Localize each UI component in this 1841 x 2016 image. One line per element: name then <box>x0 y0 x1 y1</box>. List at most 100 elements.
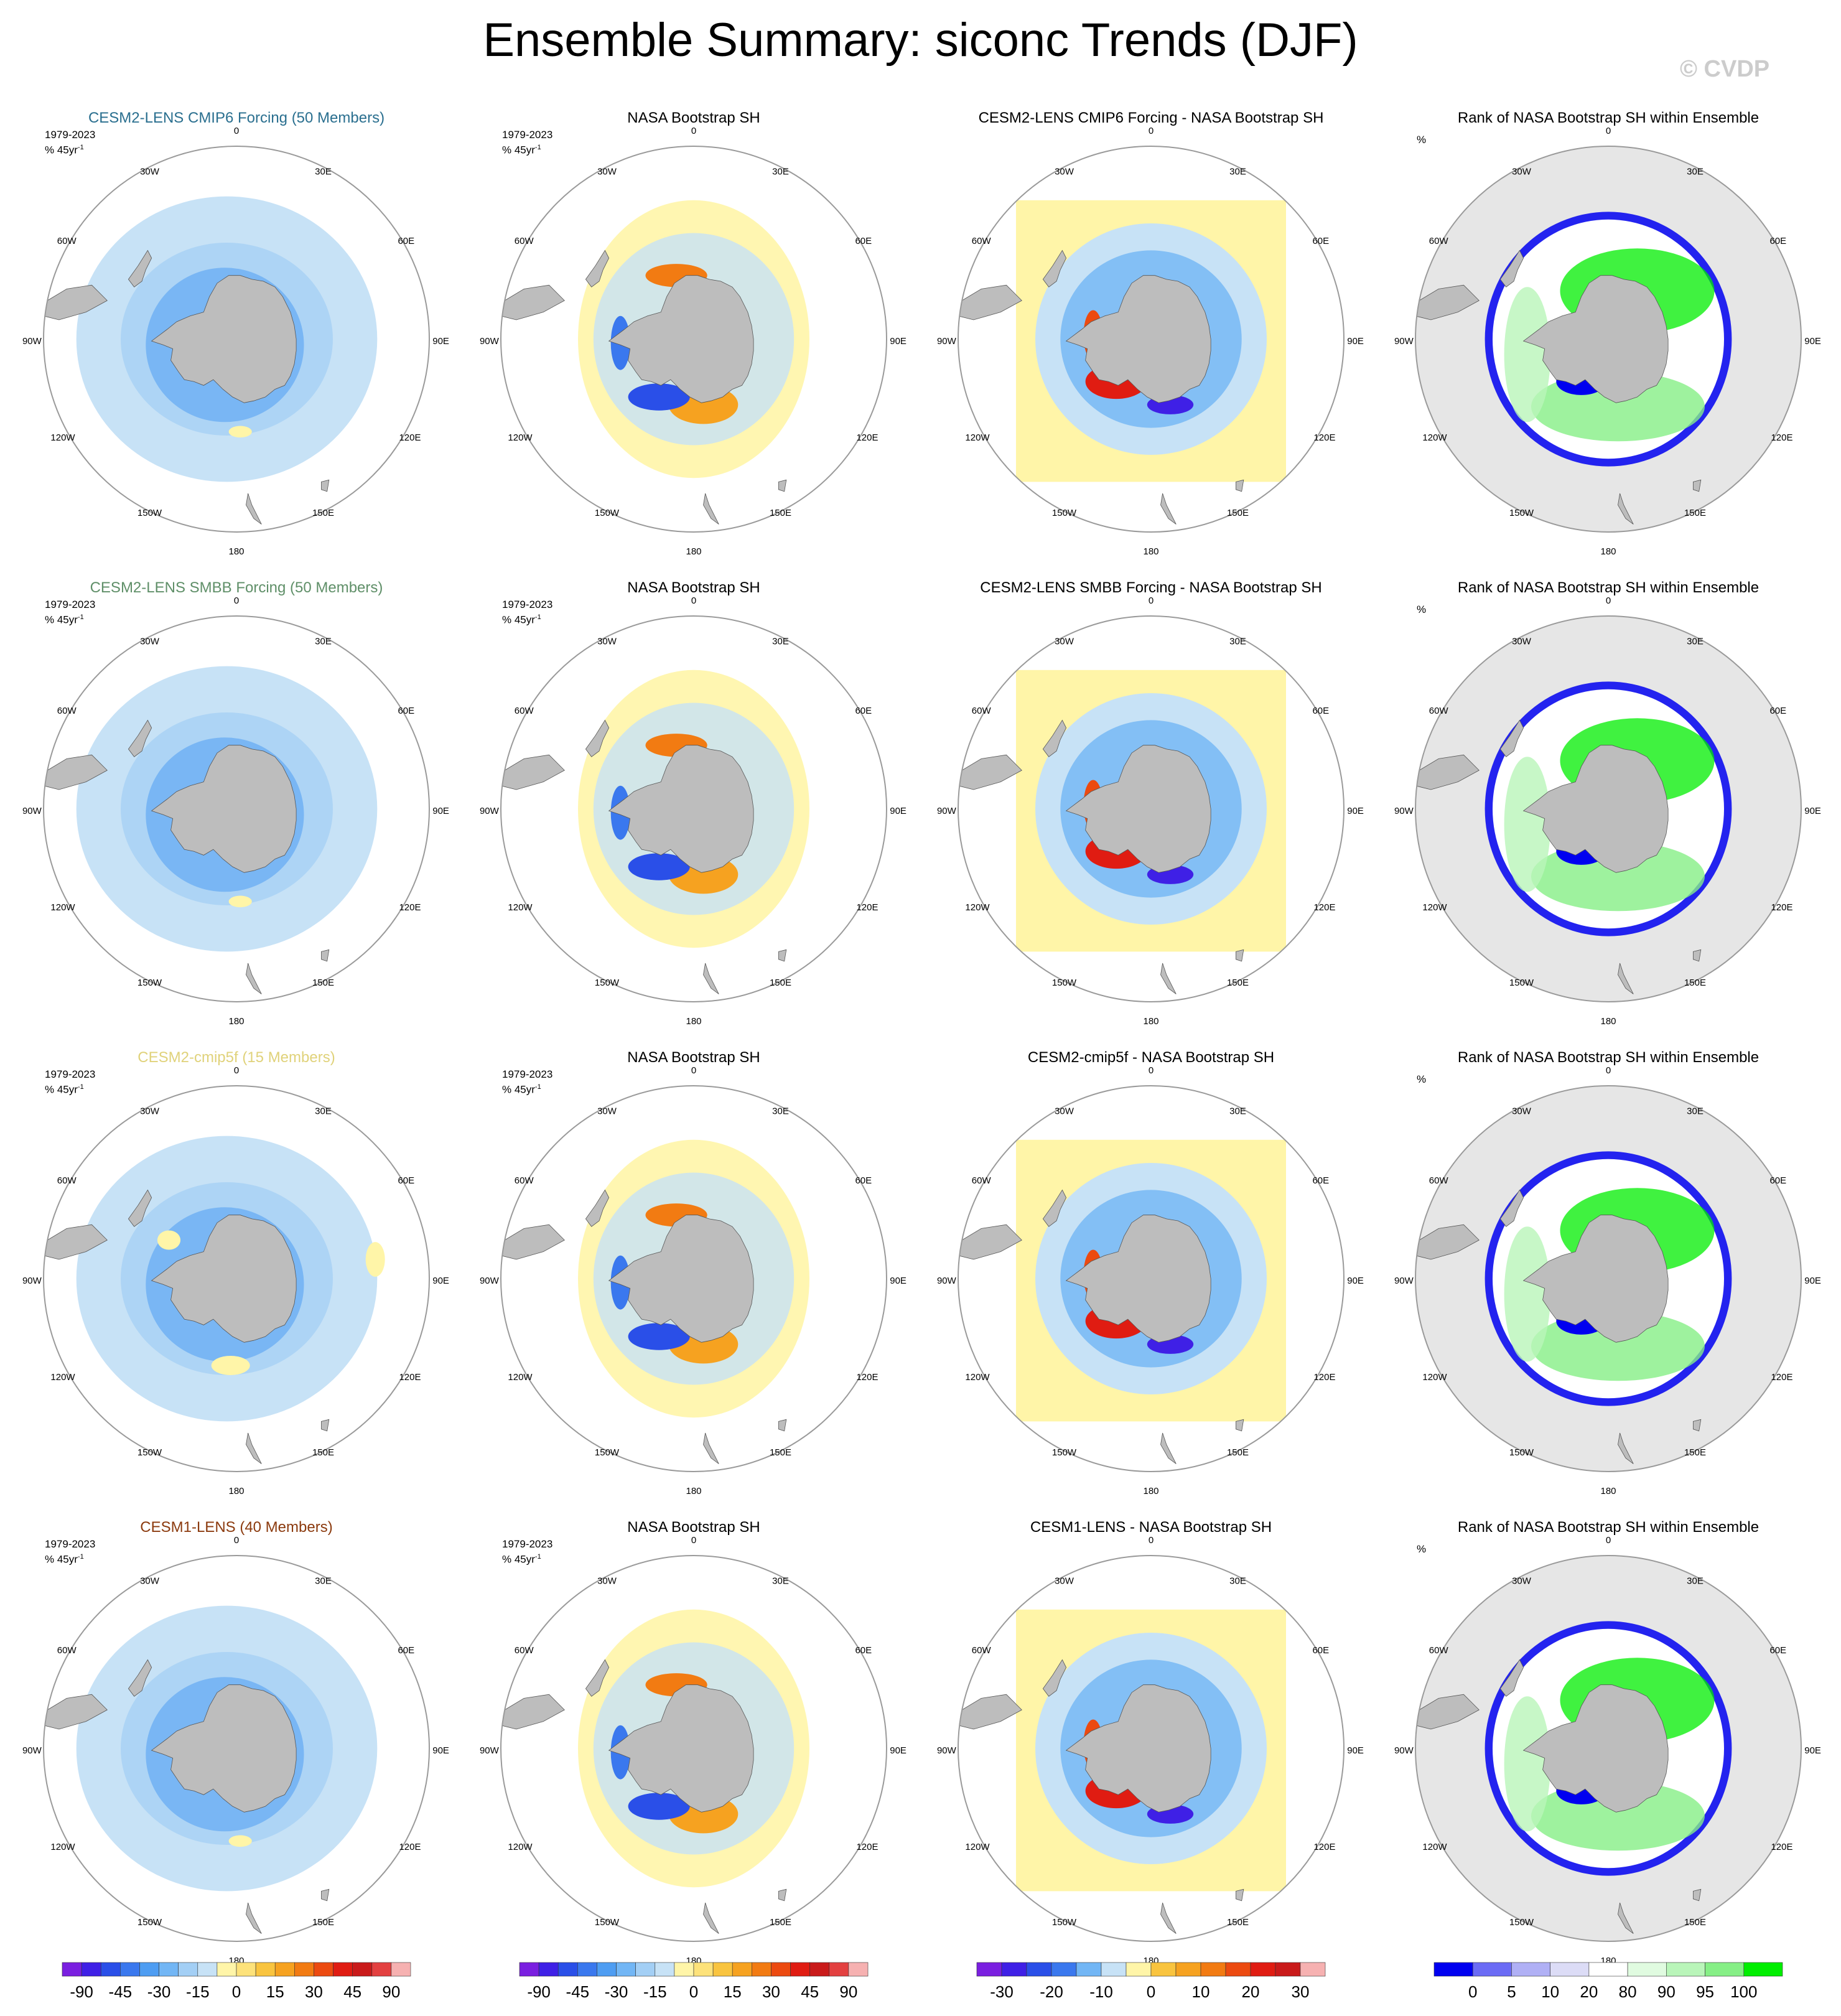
colorbar-tick-label: -90 <box>70 1982 93 2001</box>
colorbar-swatch <box>1743 1962 1783 1977</box>
longitude-label-l3: 90W <box>1394 806 1414 816</box>
diff-panel-title: CESM2-LENS CMIP6 Forcing - NASA Bootstra… <box>978 110 1324 126</box>
longitude-label-l4: 120W <box>965 432 990 443</box>
longitude-label-top: 0 <box>691 1065 696 1076</box>
colorbar-tick-label: -10 <box>1089 1982 1113 2001</box>
longitude-label-l4: 120W <box>1422 1842 1447 1852</box>
antarctica-landmass <box>608 275 754 403</box>
longitude-label-l4: 120W <box>965 902 990 913</box>
period-units-label: 1979-2023% 45yr-1 <box>45 1068 96 1096</box>
longitude-label-bottom: 180 <box>1143 546 1158 557</box>
longitude-label-r1: 30E <box>315 1106 332 1116</box>
antarctica-landmass <box>1522 1684 1669 1813</box>
landmass <box>320 1888 330 1902</box>
longitude-label-l2: 60W <box>515 1175 534 1186</box>
longitude-label-l3: 90W <box>480 806 500 816</box>
colorbar-swatch <box>352 1962 373 1977</box>
antarctica-landmass <box>1065 745 1211 873</box>
longitude-label-l4: 120W <box>50 902 75 913</box>
landmass <box>1692 1419 1702 1432</box>
period-units-label: 1979-2023% 45yr-1 <box>45 129 96 156</box>
map-boundary-circle <box>500 615 887 1002</box>
longitude-label-r1: 30E <box>1687 1575 1704 1586</box>
longitude-label-bottom: 180 <box>228 1486 244 1496</box>
longitude-label-l1: 30W <box>1512 1106 1532 1116</box>
longitude-label-r2: 60E <box>855 1175 872 1186</box>
map-boundary-circle <box>43 146 430 533</box>
longitude-label-l4: 120W <box>50 432 75 443</box>
longitude-label-r2: 60E <box>398 1645 414 1656</box>
antarctica-landmass <box>151 1215 297 1343</box>
south-america-landmass <box>1415 284 1480 320</box>
colorbar-swatch <box>62 1962 82 1977</box>
south-america-landmass <box>958 284 1022 320</box>
colorbar-swatch <box>1200 1962 1226 1977</box>
longitude-label-l5: 150W <box>1509 978 1534 988</box>
landmass <box>128 1659 152 1697</box>
colorbar-tick-label: -30 <box>605 1982 628 2001</box>
cvdp-watermark: © CVDP <box>1680 56 1770 82</box>
longitude-label-l2: 60W <box>515 236 534 246</box>
rank-unit-label: % <box>1417 134 1427 146</box>
colorbar-swatch <box>236 1962 256 1977</box>
longitude-label-top: 0 <box>234 126 239 136</box>
obs-polar-map: 0 180 30W 30E 60W 60E 90W 90E 120W 120E 150W 150E <box>480 595 907 1027</box>
longitude-label-l1: 30W <box>1512 636 1532 646</box>
longitude-label-l1: 30W <box>140 1106 160 1116</box>
longitude-label-r2: 60E <box>1312 236 1329 246</box>
longitude-label-r5: 150E <box>312 978 334 988</box>
colorbar-swatch <box>371 1962 392 1977</box>
diff-panel-title: CESM2-LENS SMBB Forcing - NASA Bootstrap… <box>980 579 1322 596</box>
longitude-label-l4: 120W <box>508 902 533 913</box>
period-units-label: 1979-2023% 45yr-1 <box>45 1538 96 1566</box>
colorbar-tick-label: 30 <box>305 1982 323 2001</box>
south-america-landmass <box>501 284 565 320</box>
landmass <box>1160 493 1177 525</box>
longitude-label-r1: 30E <box>1687 1106 1704 1116</box>
longitude-label-r3: 90E <box>1347 336 1364 347</box>
south-america-landmass <box>501 754 565 790</box>
colorbar-swatch <box>178 1962 198 1977</box>
colorbar-swatch <box>809 1962 830 1977</box>
longitude-label-r5: 150E <box>770 1447 791 1458</box>
rank-unit-label: % <box>1417 1543 1427 1555</box>
landmass <box>246 1432 262 1464</box>
diff-panel-title: CESM1-LENS - NASA Bootstrap SH <box>1030 1519 1272 1536</box>
landmass <box>128 250 152 287</box>
longitude-label-l1: 30W <box>597 1106 617 1116</box>
map-boundary-circle <box>958 146 1345 533</box>
colorbar-swatch <box>197 1962 218 1977</box>
rank-unit-label: % <box>1417 1073 1427 1085</box>
longitude-label-r1: 30E <box>772 166 789 177</box>
colorbar-tick-label: 15 <box>724 1982 742 2001</box>
longitude-label-l3: 90W <box>480 1276 500 1286</box>
longitude-label-l4: 120W <box>1422 432 1447 443</box>
colorbar-swatch <box>1433 1962 1473 1977</box>
longitude-label-l1: 30W <box>597 1575 617 1586</box>
antarctica-landmass <box>608 1215 754 1343</box>
longitude-label-top: 0 <box>1149 595 1154 606</box>
longitude-label-top: 0 <box>1149 126 1154 136</box>
antarctica-landmass <box>608 1684 754 1813</box>
longitude-label-l2: 60W <box>972 1175 992 1186</box>
longitude-label-r1: 30E <box>1229 1575 1246 1586</box>
longitude-label-r5: 150E <box>1227 978 1249 988</box>
colorbar-tick-label: 20 <box>1580 1982 1598 2001</box>
colorbar-swatch <box>1126 1962 1152 1977</box>
landmass <box>1235 479 1244 492</box>
longitude-label-r5: 150E <box>1227 1447 1249 1458</box>
antarctica-landmass <box>608 745 754 873</box>
longitude-label-l5: 150W <box>137 978 162 988</box>
model-panel-title: CESM2-LENS CMIP6 Forcing (50 Members) <box>88 110 385 126</box>
colorbar-swatch <box>1076 1962 1102 1977</box>
longitude-label-r5: 150E <box>770 1917 791 1928</box>
longitude-label-l5: 150W <box>1052 508 1077 518</box>
longitude-label-r5: 150E <box>312 1917 334 1928</box>
